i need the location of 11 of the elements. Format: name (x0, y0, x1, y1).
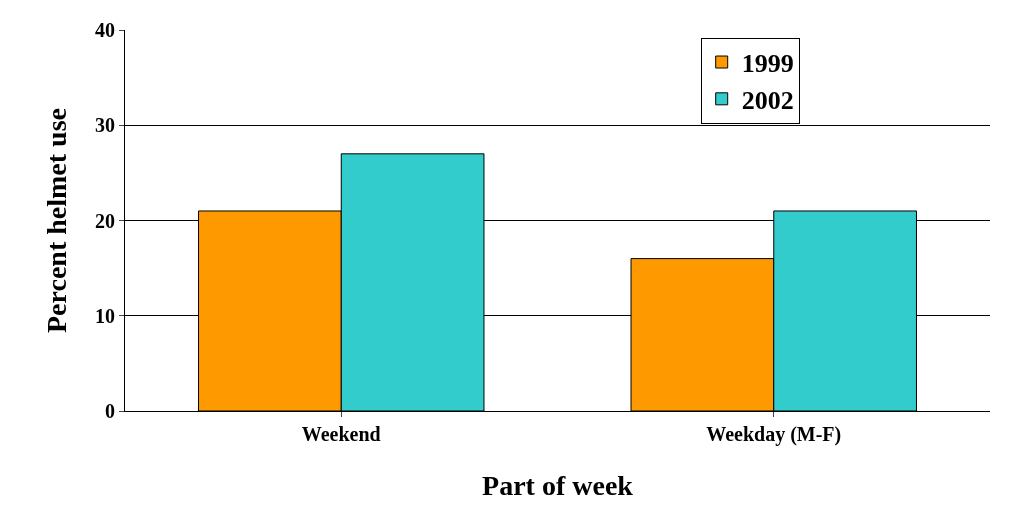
x-tick-label: Weekend (301, 423, 381, 445)
x-axis-title: Part of week (482, 470, 634, 502)
y-axis-title: Percent helmet use (40, 108, 72, 333)
legend-label: 1999 (741, 49, 794, 79)
y-tick-label: 30 (95, 114, 115, 137)
legend-label: 2002 (741, 85, 794, 115)
x-tick-label: Weekday (M-F) (706, 423, 842, 446)
y-tick-label: 20 (95, 209, 115, 232)
y-tick-label: 10 (95, 304, 115, 327)
y-tick-label: 40 (95, 19, 115, 41)
y-tick-label: 0 (105, 400, 115, 422)
